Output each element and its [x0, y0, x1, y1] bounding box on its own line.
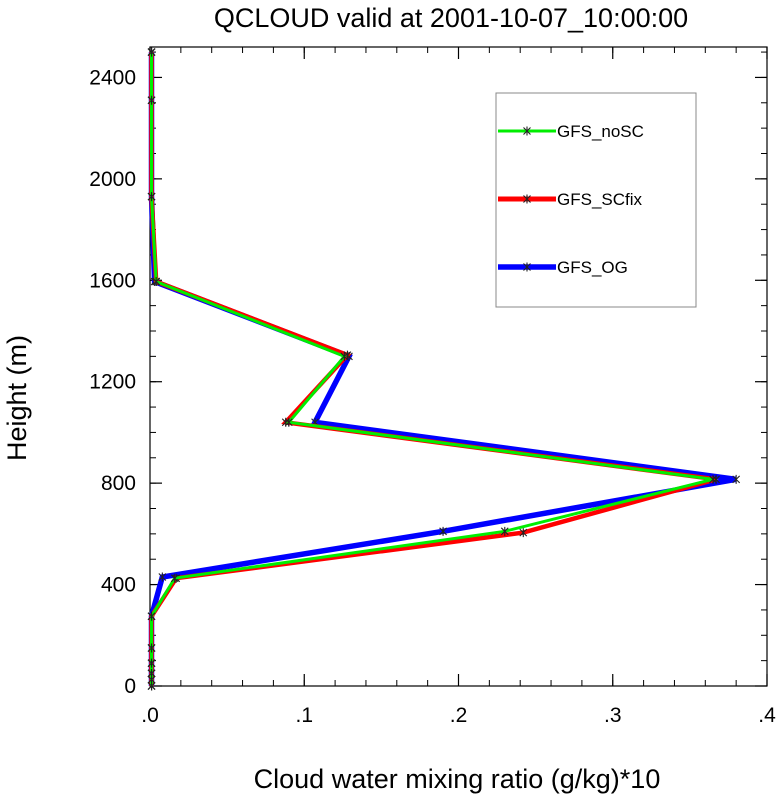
data-point-marker — [147, 47, 156, 57]
x-axis: .0 .1 .2 .3 .4 — [141, 47, 776, 727]
data-point-marker — [147, 668, 156, 678]
x-tick-label: .4 — [758, 704, 776, 727]
series-GFS_noSC — [147, 47, 717, 691]
legend-entry: GFS_SCfix — [498, 190, 643, 209]
y-tick-label: 2400 — [89, 66, 136, 89]
y-tick-label: 1200 — [89, 371, 136, 394]
x-tick-label: .3 — [604, 704, 622, 727]
y-tick-label: 0 — [124, 675, 136, 698]
data-point-marker — [340, 351, 349, 361]
data-point-marker — [439, 526, 447, 536]
y-axis: 0 400 800 1200 1600 2000 2400 — [89, 51, 767, 698]
data-point-marker — [519, 528, 528, 538]
data-point-marker — [500, 526, 509, 536]
y-tick-label: 1600 — [89, 269, 136, 292]
x-tick-label: .1 — [295, 704, 313, 727]
legend-entry: GFS_OG — [498, 258, 628, 277]
data-point-marker — [147, 643, 156, 653]
x-tick-label: .2 — [450, 704, 468, 727]
data-point-marker — [147, 192, 156, 202]
data-point-marker — [147, 95, 156, 105]
legend-label: GFS_noSC — [557, 122, 644, 141]
data-point-marker — [170, 573, 179, 583]
y-axis-label: Height (m) — [2, 335, 32, 461]
legend-marker — [523, 262, 531, 272]
legend-marker — [523, 126, 531, 136]
chart-title: QCLOUD valid at 2001-10-07_10:00:00 — [214, 3, 688, 33]
y-tick-label: 800 — [101, 472, 136, 495]
legend-marker — [523, 194, 531, 204]
data-point-marker — [284, 417, 293, 427]
legend: GFS_noSC GFS_SCfix GFS_OG — [495, 92, 697, 308]
data-point-marker — [709, 474, 717, 484]
data-point-marker — [732, 474, 741, 484]
data-point-marker — [147, 611, 156, 621]
y-tick-label: 2000 — [89, 168, 136, 191]
series-layer — [147, 47, 741, 691]
y-tick-label: 400 — [101, 574, 136, 597]
legend-entry: GFS_noSC — [498, 122, 644, 141]
data-point-marker — [158, 572, 167, 582]
x-tick-label: .0 — [141, 704, 159, 727]
legend-label: GFS_OG — [557, 258, 628, 277]
data-point-marker — [152, 277, 161, 287]
x-axis-label: Cloud water mixing ratio (g/kg)*10 — [254, 764, 661, 794]
data-point-marker — [147, 658, 156, 668]
legend-label: GFS_SCfix — [557, 190, 643, 209]
